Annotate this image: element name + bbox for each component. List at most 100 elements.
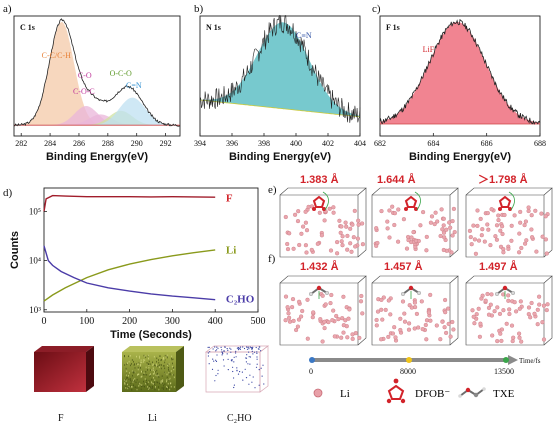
render-f-cube	[34, 346, 94, 392]
distance-f3: 1.497 Å	[479, 260, 518, 273]
peak-component-0	[200, 22, 360, 117]
x-tick-label: 290	[131, 139, 143, 148]
y-tick-label: 10⁴	[29, 256, 41, 266]
x-axis-label: Time (Seconds)	[110, 329, 192, 341]
timeline-tick-8000: 8000	[400, 367, 416, 376]
timeline-tick-0: 0	[309, 367, 313, 376]
x-tick-label: 292	[160, 139, 172, 148]
peak-label: C=N	[126, 81, 142, 90]
x-tick-label: 288	[102, 139, 114, 148]
y-tick-label: 10⁵	[29, 206, 41, 216]
x-tick-label: 404	[354, 139, 366, 148]
time-axis	[309, 355, 518, 365]
dfob-molecule-icon	[498, 195, 512, 208]
timeline-tick-13500: 13500	[494, 367, 514, 376]
tof-sims-depth-profile: F Li C₂HO 0 100 200 300 400 500 10³ 10⁴ 10⁵ Time (Se…	[9, 187, 266, 341]
peak-label: C-C/C-H	[42, 51, 72, 60]
x-tick-label: 394	[194, 139, 206, 148]
panel-label-a: a)	[3, 3, 12, 15]
peak-label: O-C-O	[110, 69, 132, 78]
x-tick-label: 100	[79, 316, 94, 327]
x-tick-label: 402	[322, 139, 334, 148]
x-tick-label: 400	[290, 139, 302, 148]
x-tick-label: 200	[122, 316, 137, 327]
spectrum-title: F 1s	[386, 23, 400, 32]
background-line	[199, 99, 361, 118]
peak-component-4	[14, 97, 180, 126]
peak-component-2	[14, 114, 180, 126]
x-tick-label: 400	[208, 316, 223, 327]
md-snapshot-box	[465, 275, 553, 346]
x-tick-label: 688	[534, 139, 546, 148]
dfob-molecule-icon	[404, 195, 418, 208]
txe-molecule-icon	[458, 387, 486, 398]
panel-label-f: f)	[268, 253, 276, 265]
series-line-2	[43, 245, 216, 301]
md-snapshot-box	[279, 187, 367, 258]
xps-f1s-plot: F 1s LiF 682 684 686 688 Binding Energy(eV)	[374, 15, 546, 163]
series-label-li: Li	[226, 244, 236, 256]
raw-spectrum	[199, 14, 361, 123]
md-snapshot-box	[465, 187, 553, 258]
md-snapshots	[279, 187, 553, 346]
plot-frame	[43, 187, 259, 313]
x-tick-label: 686	[481, 139, 493, 148]
x-tick-label: 0	[42, 316, 47, 327]
spectrum-title: N 1s	[206, 23, 221, 32]
spectrum-title: C 1s	[20, 23, 35, 32]
x-tick-label: 398	[258, 139, 270, 148]
render-li-cube	[122, 346, 184, 392]
peak-component-0	[14, 22, 180, 126]
xps-n1s-plot: N 1s C≡N 394 396 398 400 402 404 Binding Energy(…	[194, 14, 366, 163]
dfob-molecule-icon	[386, 378, 406, 404]
series-label-f: F	[226, 193, 233, 205]
x-tick-label: 684	[427, 139, 439, 148]
x-tick-label: 682	[374, 139, 386, 148]
series-label-c2ho: C₂HO	[226, 293, 255, 305]
render-label-li: Li	[148, 413, 157, 424]
distance-e2: 1.644 Å	[377, 173, 416, 186]
md-snapshot-box	[371, 187, 459, 258]
xps-c1s-plot: C 1s C-C/C-H C-O C-O-C O-C-O C=N 282 284 286 288 2…	[13, 15, 181, 163]
md-snapshot-box	[371, 275, 459, 346]
x-axis-label: Binding Energy(eV)	[409, 151, 511, 163]
legend-txe: TXE	[493, 388, 515, 400]
render-c2ho-cube	[204, 345, 270, 393]
x-tick-label: 300	[165, 316, 180, 327]
legend-li: Li	[340, 388, 350, 400]
raw-spectrum	[379, 18, 541, 126]
x-tick-label: 396	[226, 139, 238, 148]
dfob-molecule-icon	[312, 195, 326, 208]
x-axis-label: Binding Energy(eV)	[229, 151, 331, 163]
render-label-c2ho: C₂HO	[227, 413, 252, 424]
x-tick-label: 500	[251, 316, 266, 327]
panel-label-b: b)	[194, 3, 204, 15]
li-sphere-icon	[313, 388, 323, 398]
peak-label: C≡N	[296, 31, 312, 40]
series-line-1	[43, 249, 216, 302]
panel-label-c: c)	[372, 3, 381, 15]
peak-component-0	[380, 22, 540, 124]
peak-label: LiF	[423, 45, 435, 54]
x-tick-label: 282	[15, 139, 27, 148]
timeline-marker-0	[309, 357, 315, 363]
timeline-unit: Time/fs	[519, 357, 541, 365]
peak-label: C-O-C	[73, 87, 95, 96]
x-axis-label: Binding Energy(eV)	[46, 151, 148, 163]
x-tick-label: 286	[73, 139, 85, 148]
panel-label-d: d)	[3, 187, 13, 199]
timeline-marker-13500	[503, 357, 509, 363]
peak-label: C-O	[78, 71, 92, 80]
y-tick-label: 10³	[29, 305, 41, 315]
legend-dfob: DFOB⁻	[415, 388, 450, 400]
distance-f1: 1.432 Å	[300, 260, 339, 273]
distance-f2: 1.457 Å	[384, 260, 423, 273]
x-tick-label: 284	[44, 139, 56, 148]
render-label-f: F	[58, 413, 64, 424]
distance-e3: ＞1.798 Å	[478, 173, 528, 186]
timeline-marker-8000	[406, 357, 412, 363]
y-axis-label: Counts	[9, 231, 21, 269]
series-line-0	[43, 194, 216, 212]
raw-spectrum	[13, 18, 181, 127]
